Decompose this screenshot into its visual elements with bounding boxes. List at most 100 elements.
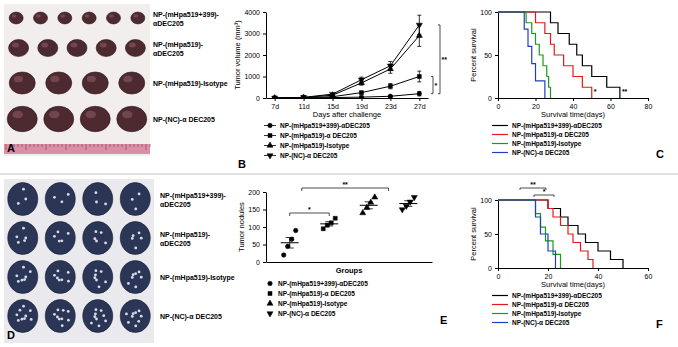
tumor [96, 40, 116, 57]
tumor-highlight [41, 43, 48, 48]
y-axis-title: Percent survival [469, 207, 478, 261]
ruler-tick [110, 144, 111, 147]
row-label: NP-(mHpa519)-Isotype [153, 80, 228, 88]
ruler-tick [26, 144, 27, 150]
nodule [53, 274, 56, 277]
tick-label: 0 [497, 103, 501, 110]
tick-mark [263, 227, 266, 228]
tick: 60 [607, 98, 615, 110]
axis-line [499, 268, 649, 269]
ruler-tick [22, 144, 23, 147]
nodule [17, 319, 20, 322]
tumor-highlight [86, 111, 97, 119]
tick-mark [611, 98, 612, 101]
legend-marker [267, 154, 273, 159]
nodule [19, 309, 22, 312]
ruler-tick [54, 144, 55, 147]
tick-mark [263, 34, 266, 35]
lung [83, 261, 113, 294]
lung [8, 261, 38, 294]
lung [83, 300, 113, 333]
tumor-highlight [60, 14, 65, 18]
legend-label: NP-(mHpa519)-Isotype [512, 310, 582, 318]
lung [8, 183, 38, 216]
tumor [82, 12, 96, 24]
ruler-tick [38, 144, 39, 147]
panel-label: F [656, 318, 663, 330]
error-bar [365, 202, 373, 209]
tick: 100 [248, 224, 266, 231]
axis [267, 262, 433, 263]
lung [8, 300, 38, 333]
figure: NP-(mHpa519+399)-αDEC205 NP-(mHpa519)- αDE… [0, 0, 678, 347]
tick-label: 20 [532, 103, 540, 110]
ruler-tick [30, 144, 31, 147]
nodule [104, 319, 107, 322]
survival-curve [498, 200, 593, 268]
axis-line [266, 13, 267, 99]
nodule [138, 231, 141, 234]
significance-label: * [435, 82, 438, 89]
marker [329, 92, 335, 97]
nodule [60, 239, 63, 242]
error-bar [404, 201, 412, 207]
tick-mark [361, 98, 362, 101]
tick: 100 [480, 197, 498, 204]
tick-label: 150 [248, 206, 260, 213]
nodule [23, 239, 26, 242]
tick-mark [548, 268, 549, 271]
ruler-tick [94, 144, 95, 147]
nodule [23, 317, 26, 320]
tick: 0 [488, 265, 498, 272]
tick-label: 0 [256, 95, 260, 102]
legend-label: NP-(mHpa519+399)-αDEC205 [280, 122, 370, 130]
row-label: NP-(mHpa519)- [153, 41, 204, 49]
nodule [30, 318, 33, 321]
ruler-tick [122, 144, 123, 147]
legend-label: NP-(mHpa519+399)-αDEC205 [278, 280, 368, 288]
nodule [95, 269, 98, 272]
marker [301, 96, 306, 98]
marker [321, 227, 325, 231]
plot-area [498, 12, 620, 98]
nodule [140, 237, 143, 240]
nodule [95, 230, 98, 233]
nodule [132, 273, 135, 276]
legend-label: NP-(NC)-α DEC205 [278, 310, 336, 318]
nodule [125, 313, 128, 316]
x-axis-title: Groups [336, 266, 363, 275]
survival-curve [498, 12, 620, 98]
tick-label: 7d [271, 103, 279, 110]
row-label: αDEC205 [153, 20, 184, 27]
nodule [56, 277, 59, 280]
legend-line [492, 295, 508, 296]
legend-marker [267, 300, 273, 305]
nodule [60, 200, 63, 203]
legend-line [492, 143, 508, 144]
nodule [132, 234, 135, 237]
tumor-highlight [12, 43, 19, 48]
nodule [15, 313, 18, 316]
tick: 100 [480, 9, 498, 16]
tick-mark [263, 77, 266, 78]
tick-label: 40 [570, 103, 578, 110]
marker [329, 92, 335, 97]
tick-mark [598, 268, 599, 271]
tick-mark [263, 262, 266, 263]
nodule [22, 188, 25, 191]
tumor-highlight [50, 76, 59, 83]
tick-label: 100 [480, 9, 492, 16]
legend-marker [268, 292, 272, 296]
plot-area [498, 200, 623, 268]
nodule [95, 191, 98, 194]
nodule [134, 272, 137, 275]
tick-label: 40 [595, 273, 603, 280]
marker [358, 78, 364, 83]
row-label: NP-(mHpa519+399)- [153, 11, 220, 19]
tick-label: 50 [484, 231, 492, 238]
tick-label: 100 [248, 224, 260, 231]
tick-label: 2000 [244, 52, 260, 59]
tumor-highlight [123, 76, 132, 83]
nodule [53, 313, 56, 316]
marker [359, 91, 363, 95]
